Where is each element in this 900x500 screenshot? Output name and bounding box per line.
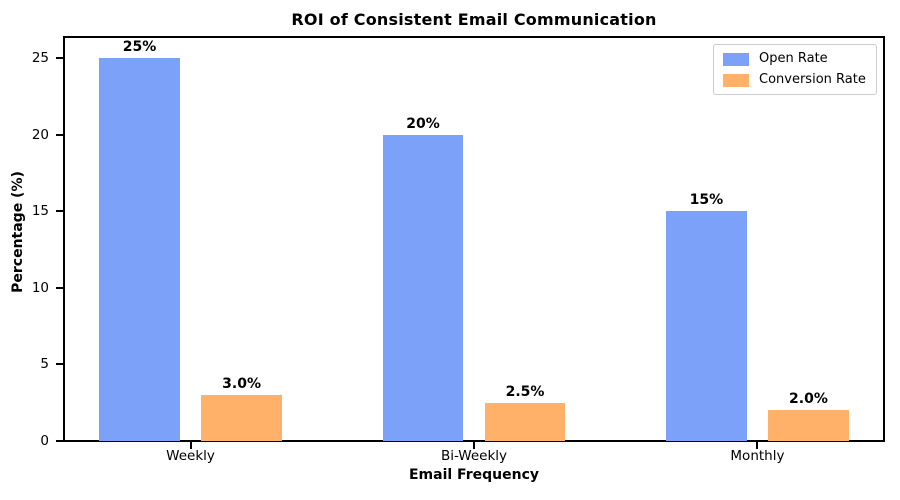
plot-area [63, 36, 885, 442]
bar-conversion-rate-monthly [768, 410, 849, 441]
x-tick-label-weekly: Weekly [166, 448, 215, 464]
bar-open-rate-bi-weekly [382, 134, 464, 441]
y-tick-label: 10 [31, 279, 49, 296]
x-tick-label-monthly: Monthly [730, 448, 785, 464]
bar-conversion-rate-bi-weekly [484, 402, 566, 441]
legend-item-conversion-rate: Conversion Rate [723, 72, 866, 88]
y-tick-mark [56, 286, 63, 289]
bar-conversion-rate-weekly [201, 395, 282, 441]
y-tick-label: 5 [40, 356, 49, 373]
legend-label: Open Rate [759, 51, 828, 66]
y-axis-label: Percentage (%) [10, 171, 26, 293]
legend-swatch-conversion-rate [723, 73, 749, 87]
legend-item-open-rate: Open Rate [723, 51, 866, 67]
y-tick-mark [56, 210, 63, 213]
x-tick-mark [756, 442, 759, 449]
legend-swatch-open-rate [723, 52, 749, 66]
y-tick-label: 15 [31, 203, 49, 220]
bar-value-label: 15% [689, 192, 724, 209]
bar-open-rate-monthly [666, 211, 747, 441]
y-tick-label: 20 [31, 126, 49, 143]
bar-value-label: 2.0% [789, 391, 828, 408]
bar-value-label: 25% [122, 38, 157, 55]
y-tick-mark [56, 363, 63, 366]
x-tick-mark [189, 442, 192, 449]
legend: Open Rate Conversion Rate [713, 44, 877, 95]
x-axis-label: Email Frequency [408, 467, 539, 483]
y-tick-mark [56, 56, 63, 59]
bar-open-rate-weekly [99, 57, 180, 441]
bar-value-label: 20% [406, 115, 440, 132]
bar-value-label: 2.5% [505, 383, 545, 400]
x-tick-label-bi-weekly: Bi-Weekly [440, 448, 508, 464]
x-tick-mark [473, 442, 475, 449]
y-tick-mark [56, 133, 63, 136]
chart-title: ROI of Consistent Email Communication [291, 10, 657, 29]
bar-value-label: 3.0% [222, 376, 261, 393]
y-tick-label: 0 [40, 433, 49, 449]
legend-label: Conversion Rate [759, 72, 866, 87]
y-tick-mark [56, 440, 63, 442]
y-tick-label: 25 [31, 49, 49, 66]
